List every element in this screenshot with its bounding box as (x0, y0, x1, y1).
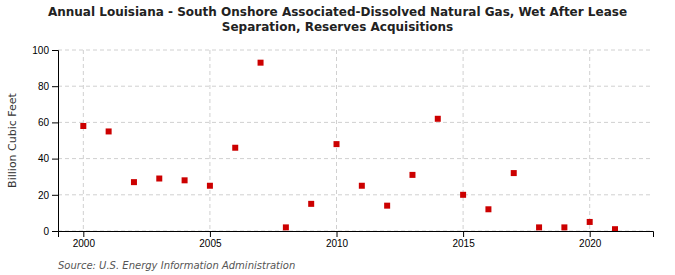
x-tick-mark (337, 231, 338, 237)
y-tick-mark (52, 231, 58, 232)
y-tick-mark (52, 195, 58, 196)
y-tick-label: 0 (43, 226, 49, 237)
point (359, 183, 365, 189)
point (587, 219, 593, 225)
x-tick: 2010 (326, 231, 349, 249)
y-tick: 20 (38, 190, 58, 201)
point (435, 116, 441, 122)
y-axis-line (52, 51, 59, 232)
y-tick-mark (52, 50, 58, 51)
points (80, 60, 618, 231)
x-grid-line (463, 50, 464, 231)
x-grid-line (209, 50, 210, 231)
x-tick: 2005 (199, 231, 222, 249)
point (511, 170, 517, 176)
point (485, 206, 491, 212)
y-grid-line (58, 50, 653, 51)
x-tick-label: 2015 (452, 238, 475, 249)
x-tick: 2000 (73, 231, 96, 249)
title-line: Annual Louisiana - South Onshore Associa… (48, 5, 627, 19)
y-tick-label: 60 (38, 117, 50, 128)
y-grid-line (58, 194, 653, 195)
x-axis: 2000 2005 2010 2015 2020 (59, 231, 654, 249)
y-axis-label: Billion Cubic Feet (6, 92, 19, 187)
chart-svg: Annual Louisiana - South Onshore Associa… (0, 0, 675, 275)
x-tick-mark (83, 231, 84, 237)
point (536, 224, 542, 230)
x-tick-mark (210, 231, 211, 237)
point (334, 141, 340, 147)
x-tick-mark (463, 231, 464, 237)
point (131, 179, 137, 185)
y-tick-label: 80 (38, 81, 50, 92)
y-tick-label: 20 (38, 190, 50, 201)
point (308, 201, 314, 207)
grid (58, 50, 653, 231)
x-axis-line (59, 232, 654, 238)
x-tick-label: 2020 (579, 238, 602, 249)
y-tick: 100 (32, 45, 58, 56)
point (156, 176, 162, 182)
x-grid-line (336, 50, 337, 231)
y-tick-label: 100 (32, 45, 49, 56)
point (258, 60, 264, 66)
x-tick-label: 2010 (326, 238, 349, 249)
point (232, 145, 238, 151)
x-tick: 2020 (579, 231, 602, 249)
point (106, 128, 112, 134)
point (561, 224, 567, 230)
y-axis: 0 20 40 60 80 100 (32, 45, 58, 237)
x-tick-mark (590, 231, 591, 237)
y-grid-line (58, 122, 653, 123)
source: Source: U.S. Energy Information Administ… (58, 260, 295, 271)
x-tick-label: 2000 (73, 238, 96, 249)
point (207, 183, 213, 189)
point (460, 192, 466, 198)
title: Annual Louisiana - South Onshore Associa… (48, 5, 627, 34)
y-tick-mark (52, 122, 58, 123)
y-tick: 0 (43, 226, 58, 237)
y-tick: 60 (38, 117, 58, 128)
y-grid-line (58, 158, 653, 159)
point (409, 172, 415, 178)
x-tick: 2015 (452, 231, 475, 249)
y-tick: 40 (38, 153, 58, 164)
x-tick-label: 2005 (199, 238, 222, 249)
point (80, 123, 86, 129)
plot-area: 2000 2005 2010 2015 2020 0 20 40 60 80 100 (32, 45, 653, 249)
y-tick-label: 40 (38, 153, 50, 164)
chart-container: Annual Louisiana - South Onshore Associa… (0, 0, 675, 275)
point (182, 177, 188, 183)
x-grid-line (589, 50, 590, 231)
y-tick-mark (52, 86, 58, 87)
point (283, 224, 289, 230)
y-tick-mark (52, 159, 58, 160)
title-line: Separation, Reserves Acquisitions (222, 20, 453, 34)
y-grid-line (58, 86, 653, 87)
point (384, 203, 390, 209)
point (612, 226, 618, 231)
x-grid-line (83, 50, 84, 231)
y-tick: 80 (38, 81, 58, 92)
